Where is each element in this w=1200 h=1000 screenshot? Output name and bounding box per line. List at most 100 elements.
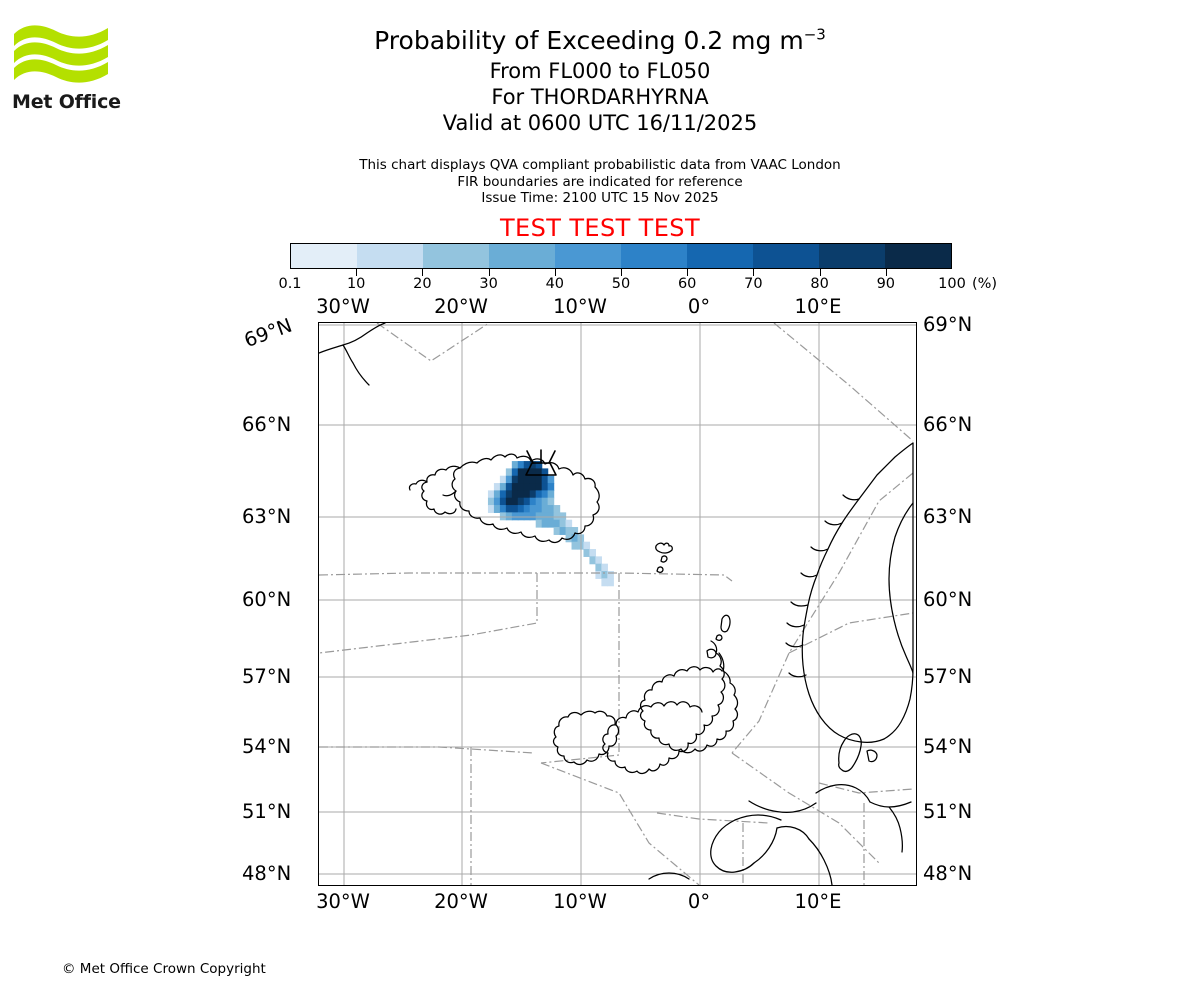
colorbar-tick: [356, 269, 358, 276]
colorbar-ticks: [290, 269, 952, 279]
plume-cell: [547, 519, 555, 528]
coastlines: [319, 323, 914, 885]
colorbar-label-30: 30: [479, 276, 498, 292]
plume-cell: [589, 549, 597, 557]
plume-cell: [571, 527, 579, 535]
plume-cell: [571, 534, 579, 543]
plume-cell: [523, 483, 531, 491]
lon-tick-10°E-top: 10°E: [794, 295, 842, 318]
page-title-text: Probability of Exceeding 0.2 mg m: [374, 26, 804, 55]
plume-cell: [517, 483, 525, 491]
plume-cell: [607, 571, 614, 579]
plume-cell: [529, 512, 537, 521]
lat-tick-63°N-left: 63°N: [242, 505, 292, 528]
colorbar-gradient: [290, 243, 952, 269]
colorbar-label-100: 100: [938, 276, 966, 292]
plume-cell: [523, 505, 531, 513]
plume-cell: [529, 483, 537, 491]
plume-cell: [523, 490, 531, 499]
lat-tick-57°N-left: 57°N: [242, 665, 292, 688]
met-office-logo-text: Met Office: [12, 91, 121, 113]
lon-tick-20°W-top: 20°W: [434, 295, 488, 318]
plume-cell: [595, 571, 602, 579]
plume-cell: [553, 519, 561, 528]
plume-cell: [541, 497, 549, 506]
plume-cell: [535, 475, 543, 484]
plume-cell: [535, 512, 543, 521]
valid-time-subtitle: Valid at 0600 UTC 16/11/2025: [442, 111, 758, 135]
lat-tick-60°N-left: 60°N: [242, 588, 292, 611]
colorbar-segment-7: [753, 244, 819, 268]
plume-cell: [529, 461, 537, 469]
lat-tick-66°N-left: 66°N: [242, 413, 292, 436]
plume-cell: [487, 497, 495, 506]
lon-tick-20°W-bottom: 20°W: [434, 890, 488, 913]
plume-cell: [535, 497, 543, 506]
plume-cell: [589, 556, 597, 565]
plume-cell: [523, 497, 531, 506]
colorbar-label-60: 60: [677, 276, 697, 292]
lon-tick-0°-top: 0°: [687, 295, 711, 318]
plume-cell: [517, 461, 525, 469]
colorbar-segment-2: [423, 244, 489, 268]
plume-cell: [541, 483, 549, 491]
colorbar-label-80: 80: [810, 276, 829, 292]
plume-cell: [505, 475, 513, 484]
ash-probability-plume: [487, 461, 614, 587]
plume-cell: [505, 468, 513, 477]
plume-cell: [499, 475, 507, 484]
map-plot-area[interactable]: [318, 322, 917, 886]
plume-cell: [517, 512, 525, 521]
plume-cell: [511, 461, 519, 469]
test-banner: TEST TEST TEST: [499, 214, 700, 242]
lat-tick-51°N-right: 51°N: [923, 800, 973, 823]
lon-tick-10°E-bottom: 10°E: [794, 890, 842, 913]
colorbar-tick: [488, 269, 490, 276]
chart-title-block: Probability of Exceeding 0.2 mg m−3 From…: [0, 24, 1200, 136]
lat-tick-51°N-left: 51°N: [242, 800, 292, 823]
colorbar-label-50: 50: [611, 276, 631, 292]
colorbar-segment-6: [687, 244, 753, 268]
plume-cell: [517, 505, 525, 513]
plume-cell: [529, 468, 537, 477]
plume-cell: [559, 527, 567, 535]
plume-cell: [601, 571, 608, 579]
probability-colorbar: 0.1 10 20 30 40 50 60 70 80 90 100: [278, 243, 966, 292]
colorbar-tick: [753, 269, 755, 276]
plume-cell: [517, 468, 525, 477]
plume-cell: [493, 505, 501, 513]
plume-cell: [601, 563, 608, 572]
lat-tick-69°N-right: 69°N: [923, 313, 973, 336]
lon-tick-0°-bottom: 0°: [687, 890, 711, 913]
plume-cell: [523, 461, 531, 469]
plume-cell: [541, 475, 549, 484]
plume-cell: [583, 541, 591, 550]
plume-cell: [499, 505, 507, 513]
plume-cell: [511, 497, 519, 506]
chart-notes: This chart displays QVA compliant probab…: [0, 157, 1200, 207]
lat-tick-63°N-right: 63°N: [923, 505, 973, 528]
colorbar-label-10: 10: [346, 276, 366, 292]
plume-cell: [511, 505, 519, 513]
met-office-logo: Met Office: [12, 18, 122, 118]
plume-cell: [547, 505, 555, 513]
lat-tick-48°N-left: 48°N: [242, 862, 292, 885]
lat-tick-66°N-right: 66°N: [923, 413, 973, 436]
colorbar-tick: [422, 269, 424, 276]
plume-cell: [493, 490, 501, 499]
plume-cell: [547, 483, 555, 491]
colorbar-segment-1: [357, 244, 423, 268]
plume-cell: [541, 490, 549, 499]
colorbar-tick: [819, 269, 821, 276]
plume-cell: [547, 475, 555, 484]
map-canvas: [319, 323, 916, 885]
plume-cell: [505, 497, 513, 506]
plume-cell: [499, 483, 507, 491]
colorbar-tick: [687, 269, 689, 276]
plume-cell: [499, 497, 507, 506]
colorbar-tick: [885, 269, 887, 276]
plume-cell: [541, 519, 549, 528]
plume-cell: [553, 512, 561, 521]
plume-cell: [511, 468, 519, 477]
page-title: Probability of Exceeding 0.2 mg m−3: [0, 24, 1200, 58]
